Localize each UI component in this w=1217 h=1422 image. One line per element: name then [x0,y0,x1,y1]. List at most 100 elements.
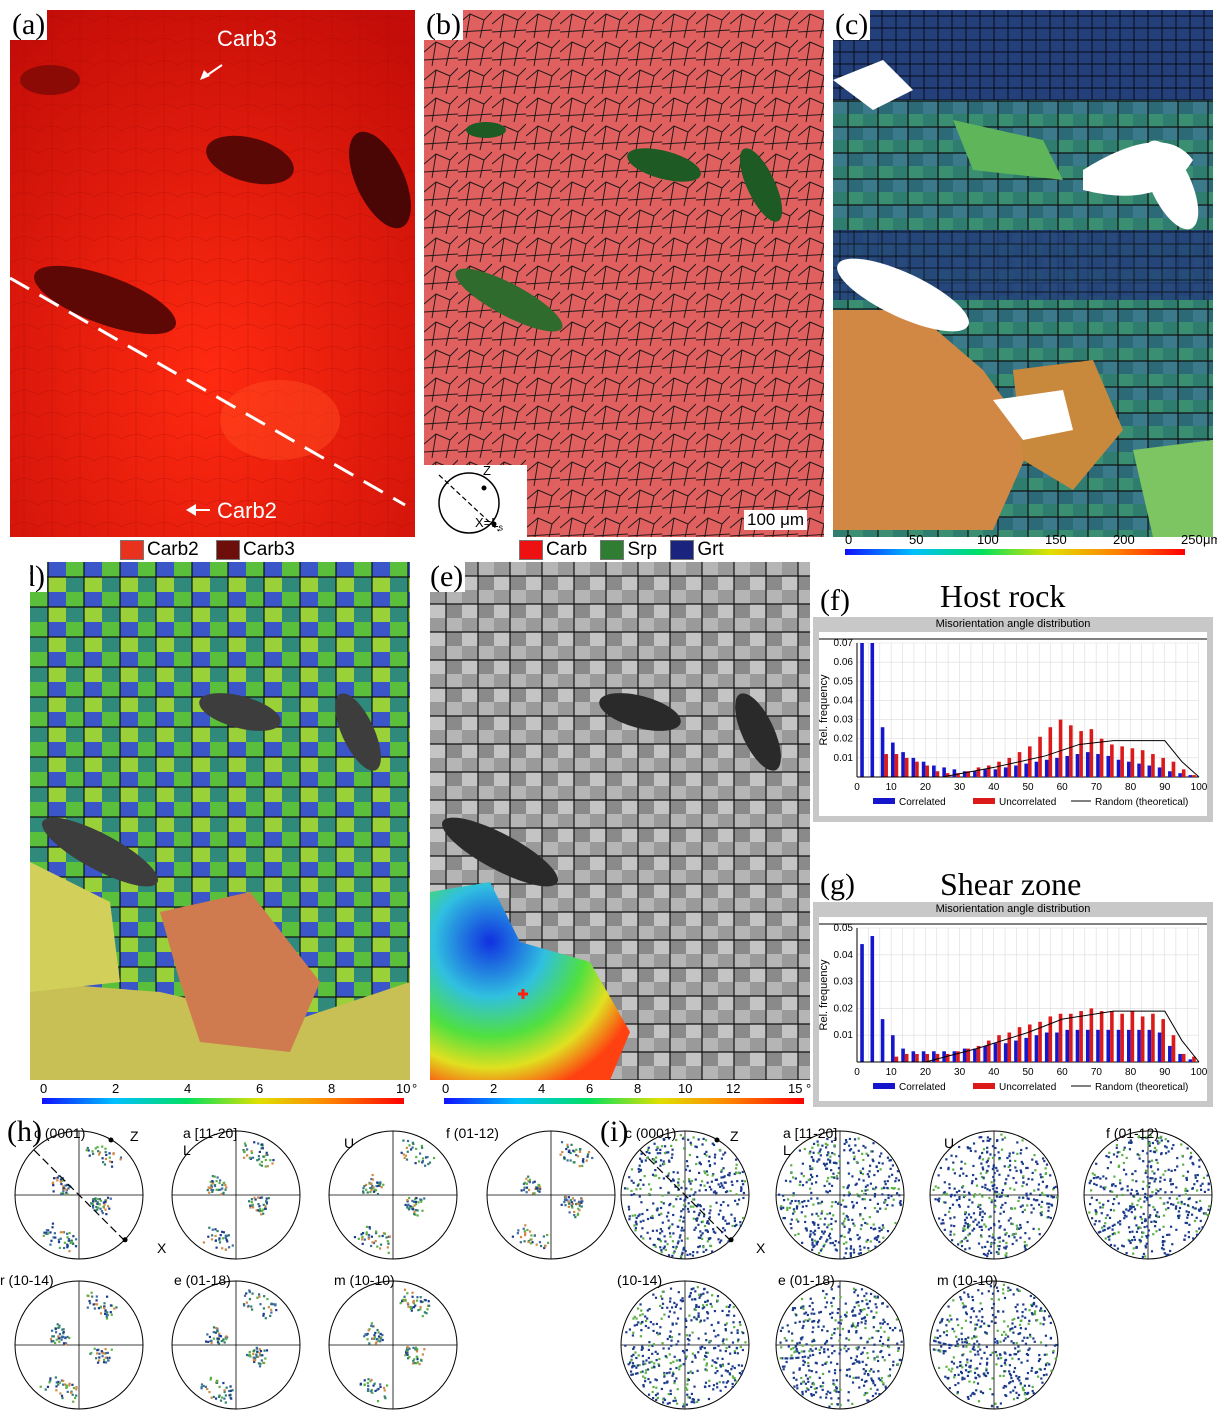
pole-point [1190,1155,1193,1158]
pole-point [66,1192,69,1196]
bar-correlated [870,643,875,777]
pole-point [379,1181,382,1184]
pole-point [933,1339,936,1342]
pole-point [666,1243,669,1246]
pole-point [639,1335,642,1338]
pole-point [839,1315,842,1318]
pole-point [1042,1373,1046,1377]
pole-point [880,1152,883,1155]
pole-point [731,1382,734,1385]
pole-point [999,1374,1002,1377]
pole-point [837,1167,841,1170]
pole-point [795,1356,798,1360]
pole-point [826,1180,829,1183]
pole-point [635,1188,638,1191]
pole-point [819,1385,822,1388]
pole-point [57,1238,60,1241]
pole-point [256,1355,260,1359]
pole-point [423,1164,427,1167]
pole-point [986,1252,990,1255]
pole-point [405,1158,409,1161]
pole-point [362,1191,365,1194]
pole-point [1005,1178,1008,1181]
pole-point [680,1210,683,1213]
pole-point [851,1362,854,1365]
pole-point [823,1296,827,1299]
bar-correlated [993,769,998,777]
bar-correlated [1034,761,1039,777]
pole-point [265,1201,268,1204]
pole-point [732,1321,735,1324]
pole-point [782,1216,785,1220]
pole-point [863,1192,866,1196]
pole-point [528,1178,531,1181]
pole-point [704,1354,707,1358]
pole-point [414,1162,417,1165]
pole-point [646,1217,650,1221]
pole-point [664,1248,668,1251]
pole-point [639,1322,642,1325]
pole-point [1013,1207,1017,1210]
pole-point [986,1371,989,1375]
pole-point [808,1152,811,1155]
pole-point [966,1374,969,1377]
pole-point [879,1207,882,1210]
pole-point [416,1361,419,1364]
pole-point [231,1244,234,1247]
pole-point [1144,1218,1147,1221]
pole-point [1118,1179,1122,1182]
pole-point [656,1209,659,1212]
pole-point [845,1350,848,1353]
pole-point [742,1216,745,1220]
pole-point [979,1211,982,1214]
pole-point [223,1181,226,1184]
pole-point [791,1308,794,1312]
pole-point [950,1224,953,1227]
pole-point [729,1189,732,1193]
pole-point [635,1366,638,1369]
pole-point [648,1341,651,1344]
pole-point [861,1300,864,1303]
pole-point [830,1337,833,1340]
pole-point [406,1347,409,1350]
pole-point [939,1341,942,1344]
pole-point [718,1381,721,1384]
pole-point [406,1348,410,1351]
pole-point [873,1295,876,1298]
pole-point [969,1366,972,1369]
pole-point [953,1172,956,1175]
pole-point [705,1248,708,1252]
pole-point [255,1209,258,1212]
pole-point [1104,1216,1108,1220]
pole-point [740,1373,743,1376]
pole-point [990,1320,993,1323]
pole-point [825,1396,828,1399]
pole-point [1153,1172,1156,1175]
pole-point [220,1193,223,1196]
pole-point [229,1385,232,1388]
pole-point [411,1199,414,1203]
pole-point [658,1332,661,1335]
pole-point [667,1227,671,1230]
pole-point [1163,1240,1166,1243]
pole-point [1023,1245,1027,1248]
pole-point [1127,1238,1130,1242]
pole-point [1149,1134,1152,1137]
pole-point [379,1332,382,1336]
pole-point [939,1166,942,1170]
pole-point [969,1216,973,1219]
pole-point [58,1246,62,1249]
pole-point [984,1183,987,1186]
pole-point [353,1236,357,1239]
pole-point [719,1389,722,1392]
pole-point [863,1198,866,1201]
pole-point [717,1183,720,1186]
pole-point [93,1307,96,1310]
pole-point [1018,1332,1022,1335]
legend-swatch-uncorrelated [973,798,995,804]
pole-point [1043,1367,1046,1371]
pole-point [1102,1229,1105,1232]
pole-point [1095,1176,1098,1179]
pole-point [1093,1223,1096,1226]
pole-point [656,1152,659,1155]
